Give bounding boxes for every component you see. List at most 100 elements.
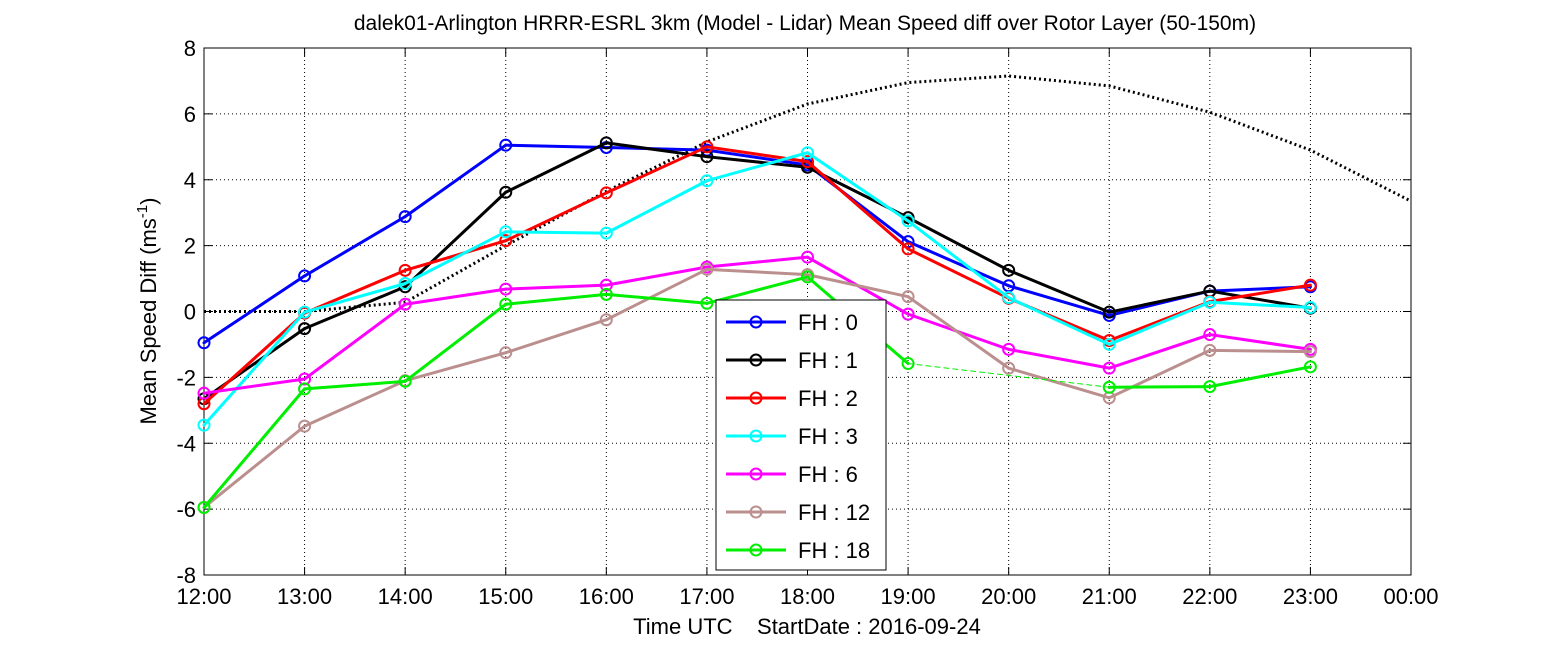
x-tick-label: 21:00 xyxy=(1082,584,1137,609)
y-axis-label-close: ) xyxy=(136,198,161,205)
data-point xyxy=(398,263,412,277)
series-segment xyxy=(303,379,407,391)
legend-swatch-marker xyxy=(749,543,763,557)
x-tick-label: 00:00 xyxy=(1383,584,1438,609)
series-group xyxy=(197,136,1317,514)
series-segment xyxy=(1007,366,1111,400)
data-point xyxy=(801,250,814,264)
series-6 xyxy=(197,262,1317,514)
data-point xyxy=(298,305,312,319)
series-segment xyxy=(303,379,407,428)
series-segment xyxy=(705,148,809,167)
series-segment xyxy=(705,155,809,169)
data-point xyxy=(398,210,412,224)
series-segment xyxy=(1208,333,1312,351)
legend-swatch-marker xyxy=(749,391,763,405)
data-point xyxy=(1303,278,1317,292)
data-point xyxy=(1102,305,1116,319)
series-segment xyxy=(705,145,809,164)
series-segment xyxy=(806,160,910,251)
series-segment xyxy=(604,145,709,195)
legend: FH : 0 FH : 1 FH : 2 FH : 3 FH : 6 FH : 12 FH … xyxy=(715,299,887,571)
x-tick-label: 17:00 xyxy=(679,584,734,609)
data-point xyxy=(1203,343,1217,357)
data-point xyxy=(700,296,714,310)
data-point xyxy=(1102,361,1116,375)
data-point xyxy=(499,346,513,360)
data-point xyxy=(499,297,513,311)
series-segment xyxy=(806,151,910,223)
data-point xyxy=(801,155,814,169)
y-tick-label: 4 xyxy=(184,168,196,193)
data-point xyxy=(599,136,613,150)
data-point xyxy=(499,138,513,152)
data-point xyxy=(197,500,211,514)
legend-item: FH : 6 xyxy=(726,462,858,487)
series-segment xyxy=(202,387,307,509)
y-tick-label: 2 xyxy=(184,234,196,259)
data-point xyxy=(901,242,915,256)
series-segment xyxy=(806,273,910,299)
data-point xyxy=(901,290,915,304)
dotted-curve-line xyxy=(204,74,1412,313)
data-point xyxy=(398,277,412,291)
data-point xyxy=(700,140,714,154)
y-tick-label: -4 xyxy=(176,431,196,456)
series-segment xyxy=(1007,347,1111,370)
x-tick-label: 18:00 xyxy=(780,584,835,609)
series-segment xyxy=(906,216,1011,272)
legend-item: FH : 18 xyxy=(726,538,870,563)
data-point xyxy=(599,226,613,240)
legend-label: FH : 6 xyxy=(798,462,858,487)
legend-label: FH : 3 xyxy=(798,424,858,449)
y-tick-labels: -8 -6 -4 -2 0 2 4 6 8 xyxy=(176,36,196,588)
data-point xyxy=(1203,380,1217,394)
series-segment xyxy=(202,311,307,406)
series-segment xyxy=(604,267,709,322)
data-point xyxy=(1102,380,1116,394)
y-tick-label: -6 xyxy=(176,497,196,522)
data-point xyxy=(499,234,513,248)
data-point xyxy=(901,214,915,228)
series-7 xyxy=(197,270,1317,514)
series-segment xyxy=(705,275,809,305)
data-point xyxy=(1203,295,1217,309)
series-segment xyxy=(504,318,608,355)
data-point xyxy=(801,146,814,160)
series-segment xyxy=(1208,365,1312,389)
data-point xyxy=(499,185,513,199)
y-axis-label-main: Mean Speed Diff (ms xyxy=(136,218,161,424)
data-point xyxy=(298,372,312,386)
series-5 xyxy=(197,250,1317,400)
series-segment xyxy=(1208,283,1312,304)
data-point xyxy=(197,418,211,432)
x-tick-label: 16:00 xyxy=(579,584,634,609)
data-point xyxy=(700,150,714,164)
series-segment xyxy=(303,302,407,381)
data-point xyxy=(1102,337,1116,351)
y-axis-label-superscript: -1 xyxy=(134,205,151,218)
series-segment xyxy=(504,143,608,149)
legend-item: FH : 12 xyxy=(726,500,870,525)
series-segment xyxy=(504,292,608,306)
x-tick-label: 13:00 xyxy=(277,584,332,609)
series-segment xyxy=(202,274,307,345)
data-point xyxy=(1002,361,1016,375)
series-segment xyxy=(202,424,307,509)
legend-label: FH : 12 xyxy=(798,500,870,525)
series-segment xyxy=(403,143,508,219)
legend-swatch-marker xyxy=(749,315,763,329)
x-tick-label: 22:00 xyxy=(1182,584,1237,609)
series-segment xyxy=(1107,289,1212,314)
dotted-reference-curve xyxy=(204,74,1412,313)
series-segment xyxy=(906,247,1011,300)
x-tick-label: 19:00 xyxy=(881,584,936,609)
y-tick-label: -2 xyxy=(176,365,196,390)
legend-item: FH : 2 xyxy=(726,386,858,411)
data-point xyxy=(1002,291,1016,305)
series-segment xyxy=(906,219,1011,300)
series-segment xyxy=(202,310,307,427)
data-point xyxy=(398,374,412,388)
data-point xyxy=(599,313,613,327)
series-segment xyxy=(403,302,508,383)
